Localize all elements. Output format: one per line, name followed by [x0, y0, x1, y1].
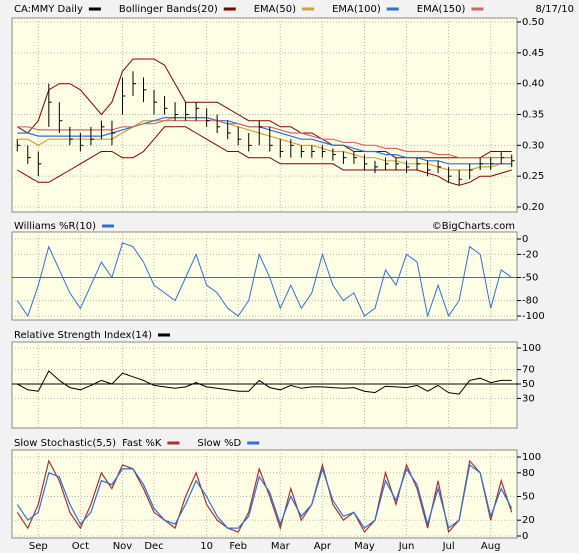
ema-line: [17, 120, 512, 159]
legend-label: Fast %K: [122, 438, 162, 449]
y-tick-label: 0: [522, 531, 528, 542]
y-tick-label: 0.30: [522, 140, 544, 151]
x-tick-label: Aug: [481, 541, 501, 552]
panel: [11, 231, 518, 321]
panel: [11, 341, 518, 429]
x-tick-label: Jul: [442, 541, 455, 552]
y-tick-label: 50: [522, 492, 535, 503]
indicator-line: [16, 242, 512, 318]
panel-title: Relative Strength Index(14): [14, 330, 152, 341]
x-tick-label: Mar: [271, 541, 291, 552]
ema-line: [17, 117, 512, 165]
legend-label: Slow %D: [197, 438, 241, 449]
indicator-line: [16, 463, 513, 530]
x-tick-label: Sep: [29, 541, 48, 552]
x-tick-label: Nov: [113, 541, 133, 552]
panel: [11, 449, 518, 539]
y-tick-label: 20: [522, 515, 535, 526]
x-tick-label: May: [354, 541, 375, 552]
ema-line: [17, 117, 512, 171]
credit: ©BigCharts.com: [432, 221, 515, 232]
y-tick-label: 0.25: [522, 171, 544, 182]
x-tick-label: Jun: [398, 541, 415, 552]
bollinger-upper: [17, 58, 512, 159]
date: 8/17/10: [535, 4, 574, 15]
panel-title: Slow Stochastic(5,5): [14, 438, 116, 449]
y-tick-label: 80: [522, 468, 535, 479]
y-tick-label: -50: [522, 273, 538, 284]
legend-label: EMA(150): [417, 4, 466, 15]
y-tick-label: 100: [522, 452, 541, 463]
x-tick-label: Oct: [72, 541, 89, 552]
y-tick-label: 0: [522, 234, 528, 245]
y-tick-label: -20: [522, 249, 538, 260]
y-tick-label: 0.35: [522, 110, 544, 121]
legend-label: EMA(50): [254, 4, 296, 15]
legend-label: EMA(100): [332, 4, 381, 15]
x-tick-label: Apr: [314, 541, 332, 552]
y-tick-label: -80: [522, 296, 538, 307]
legend-label: Bollinger Bands(20): [119, 4, 218, 15]
y-tick-label: 0.20: [522, 202, 544, 213]
panel-title: CA:MMY Daily: [14, 4, 83, 15]
y-tick-label: 50: [522, 379, 535, 390]
y-tick-label: 0.40: [522, 79, 544, 90]
bollinger-lower: [17, 126, 512, 186]
indicator-line: [17, 370, 512, 395]
y-tick-label: 100: [522, 343, 541, 354]
x-tick-label: Dec: [144, 541, 163, 552]
y-tick-label: 0.45: [522, 48, 544, 59]
y-tick-label: 70: [522, 365, 535, 376]
y-tick-label: -100: [522, 311, 545, 322]
y-tick-label: 30: [522, 393, 535, 404]
panel-title: Williams %R(10): [14, 221, 96, 232]
x-tick-label: 10: [200, 541, 213, 552]
x-tick-label: Feb: [229, 541, 247, 552]
y-tick-label: 0.50: [522, 17, 544, 28]
